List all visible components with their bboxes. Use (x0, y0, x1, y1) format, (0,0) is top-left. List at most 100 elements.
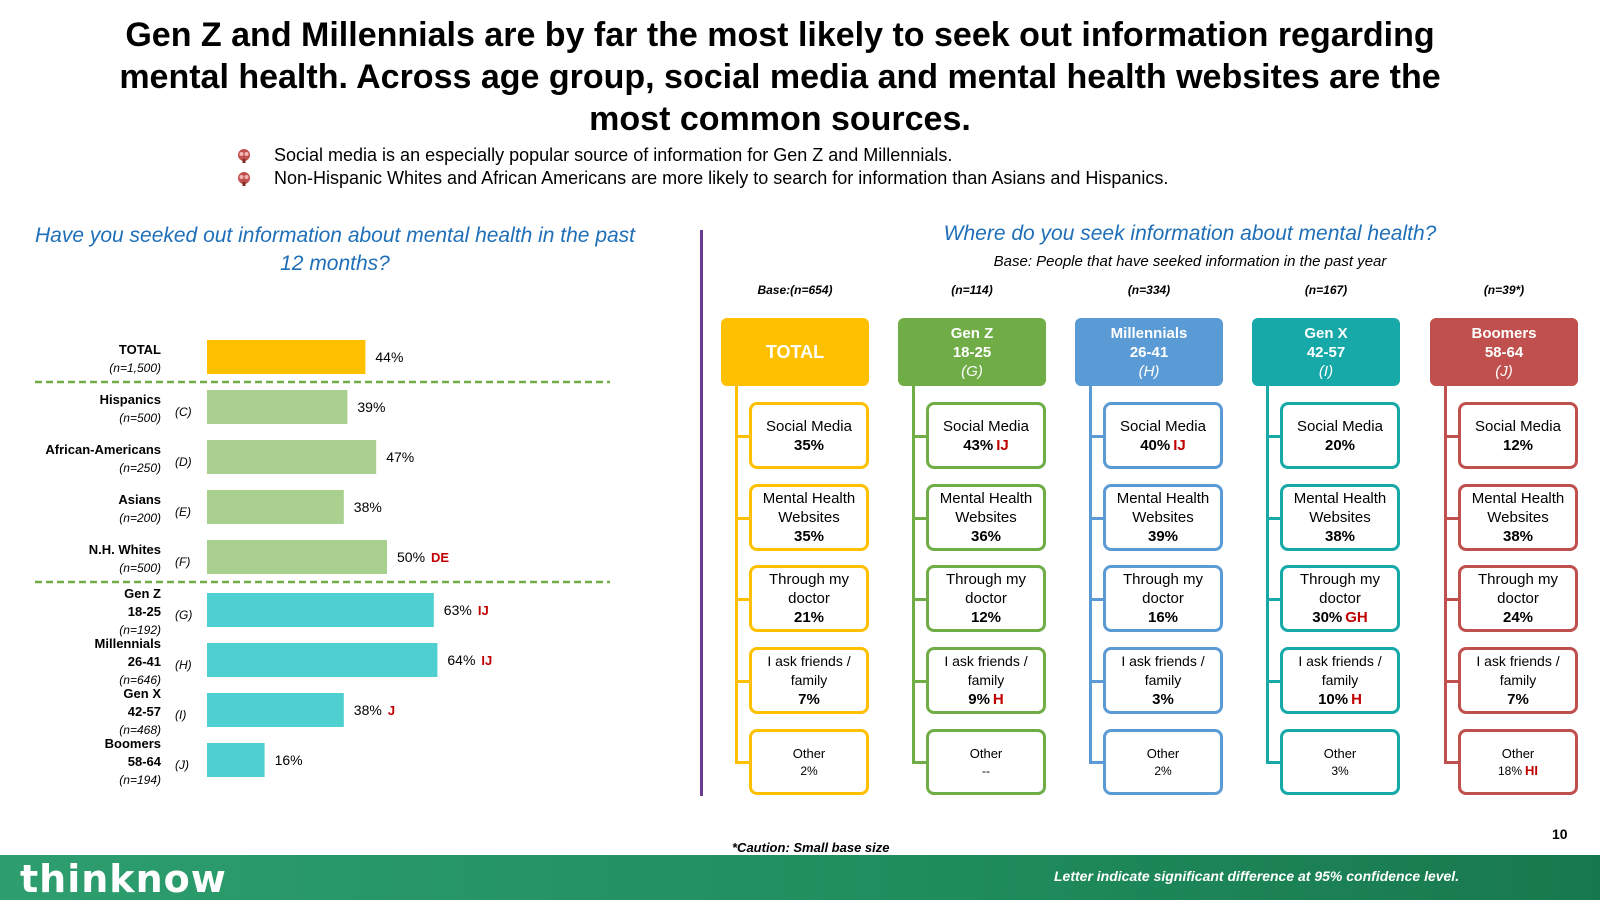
bar-value-label: 39% (357, 399, 385, 415)
tree-branch (1089, 434, 1105, 438)
bar-value-label: 64% IJ (447, 652, 492, 668)
section-divider (700, 230, 703, 796)
source-value: 39% (1147, 528, 1179, 545)
source-value-line: 36% (971, 527, 1001, 546)
source-value-line: 16% (1148, 608, 1178, 627)
bar (207, 743, 265, 777)
category-letter: (C) (175, 405, 192, 419)
column-base-size: Base:(n=654) (757, 283, 833, 297)
source-box: Through my doctor 24% (1458, 565, 1578, 632)
tree-branch (1089, 516, 1105, 520)
tree-branch (1266, 434, 1282, 438)
source-box: I ask friends / family 7% (749, 647, 869, 714)
significance-letters: IJ (1173, 436, 1186, 454)
category-name: African-Americans (45, 442, 161, 457)
source-value-line: 10% H (1318, 690, 1362, 709)
source-value: 18% (1497, 763, 1523, 778)
source-box: Through my doctor 21% (749, 565, 869, 632)
source-value-line: 38% (1325, 527, 1355, 546)
source-value-line: 3% (1152, 690, 1174, 709)
tree-branch (1266, 679, 1282, 683)
source-value-line: 18% HI (1498, 762, 1538, 780)
column-age-range: 18-25 (952, 343, 992, 361)
source-value: 2% (800, 763, 818, 778)
source-box: Mental Health Websites 39% (1103, 484, 1223, 551)
tree-branch (912, 597, 928, 601)
source-label: Other (1501, 745, 1535, 761)
tree-branch (1444, 679, 1460, 683)
tree-branch (1444, 597, 1460, 601)
source-box: Other -- (926, 729, 1046, 795)
source-label: Through my doctor (768, 571, 850, 607)
significance-note: Letter indicate significant difference a… (1054, 868, 1460, 884)
column-title: Millennials (1110, 324, 1188, 342)
category-age-range: 26-41 (128, 654, 161, 669)
category-letter: (D) (175, 455, 192, 469)
source-value: 21% (793, 609, 825, 626)
source-label: Mental Health Websites (1116, 490, 1210, 526)
source-box: Through my doctor 30% GH (1280, 565, 1400, 632)
left-chart-question: Have you seeked out information about me… (34, 224, 636, 275)
source-box: Other 2% (749, 729, 869, 795)
source-box: I ask friends / family 3% (1103, 647, 1223, 714)
source-box: I ask friends / family 10% H (1280, 647, 1400, 714)
tree-branch (912, 679, 928, 683)
source-value-line: 9% H (968, 690, 1004, 709)
column-header: Millennials 26-41 (H) (1075, 318, 1223, 386)
bar (207, 540, 387, 574)
column-base-size: (n=114) (951, 283, 993, 297)
source-label: Through my doctor (1299, 571, 1381, 607)
source-box: Social Media 43% IJ (926, 402, 1046, 469)
source-label: Social Media (1297, 417, 1383, 435)
category-name: Asians (118, 492, 161, 507)
bullet-item: Social media is an especially popular so… (236, 144, 1436, 167)
source-value: 16% (1147, 609, 1179, 626)
source-value: -- (982, 763, 990, 778)
bullet-text: Non-Hispanic Whites and African American… (274, 168, 1169, 188)
column-base-size: (n=39*) (1483, 283, 1525, 297)
category-base: (n=200) (119, 511, 161, 525)
source-label: Other (969, 745, 1003, 761)
source-value-line: 7% (798, 690, 820, 709)
category-letter: (J) (175, 758, 189, 772)
source-label: Through my doctor (945, 571, 1027, 607)
significance-letters: IJ (481, 653, 492, 668)
category-base: (n=500) (119, 411, 161, 425)
source-label: Other (1323, 745, 1357, 761)
seek-info-bar-chart: 44% TOTAL (n=1,500) 39% Hispanics (n=500) (C) 4… (35, 340, 610, 787)
category-base: (n=192) (119, 623, 161, 637)
significance-letters: H (992, 691, 1004, 708)
bar-value-label: 38% (354, 499, 382, 515)
source-value-line: 12% (1503, 436, 1533, 455)
tree-branch (735, 516, 751, 520)
tree-branch (912, 434, 928, 438)
source-label: Other (1146, 745, 1180, 761)
tree-connector (912, 386, 915, 762)
source-box: Other 2% (1103, 729, 1223, 795)
bar-value-label: 16% (275, 752, 303, 768)
bar (207, 390, 348, 424)
tree-branch (735, 597, 751, 601)
source-label: Social Media (1120, 417, 1206, 435)
category-base: (n=500) (119, 561, 161, 575)
category-letter: (I) (175, 708, 186, 722)
column-letter: (H) (1138, 362, 1160, 380)
column-title: TOTAL (765, 341, 825, 362)
bar (207, 440, 377, 474)
bar (207, 693, 344, 727)
source-label: I ask friends / family (1121, 653, 1205, 688)
source-value: 12% (970, 609, 1002, 626)
category-name: TOTAL (119, 342, 161, 357)
column-header: Boomers 58-64 (J) (1430, 318, 1578, 386)
source-value: 30% (1312, 609, 1343, 626)
category-name: Gen X (123, 686, 161, 701)
source-value: 24% (1502, 609, 1534, 626)
source-box: Social Media 12% (1458, 402, 1578, 469)
source-label: Mental Health Websites (762, 490, 856, 526)
tree-branch (1266, 597, 1282, 601)
right-chart-base: Base: People that have seeked informatio… (993, 253, 1387, 270)
tree-branch (1266, 761, 1282, 764)
category-letter: (G) (175, 608, 192, 622)
significance-letters: IJ (996, 436, 1009, 454)
significance-letters: J (388, 703, 395, 718)
